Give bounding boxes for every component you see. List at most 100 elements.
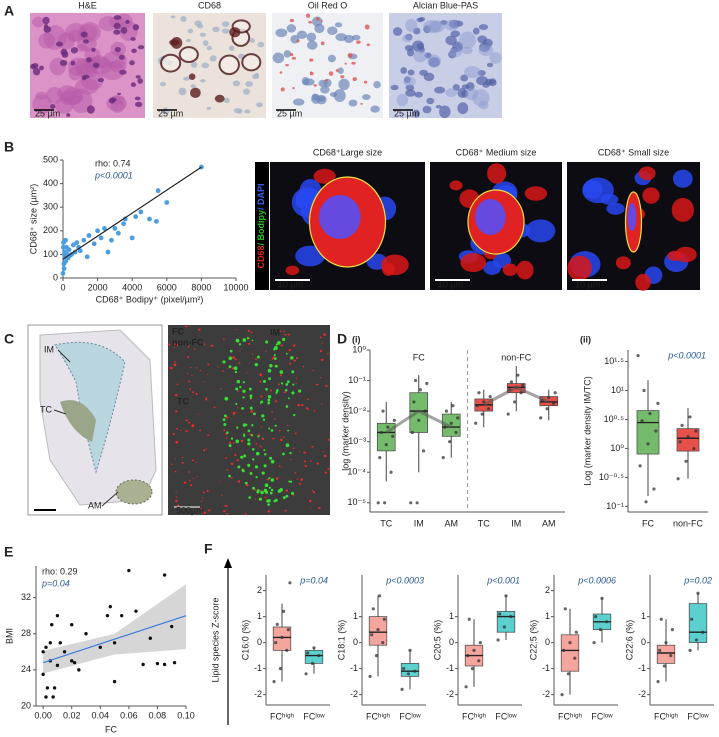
image-texture [130, 82, 137, 87]
point [134, 609, 138, 613]
image-texture [304, 465, 307, 468]
point [133, 214, 139, 220]
point [61, 266, 67, 271]
image-texture [344, 62, 347, 65]
image-texture [201, 62, 210, 69]
point [553, 391, 557, 395]
median-trend [385, 409, 452, 434]
y-axis-label: C16:0 (%) [240, 620, 250, 661]
image-texture [288, 480, 291, 483]
image-texture [255, 451, 260, 456]
point [605, 620, 609, 624]
point [502, 625, 507, 629]
point [656, 401, 660, 405]
x-tick-label: TC [478, 518, 490, 528]
image-texture [270, 429, 274, 432]
image-texture [268, 477, 271, 480]
image-texture [366, 43, 370, 47]
y-tick-label: -2 [254, 689, 262, 699]
image-texture [237, 465, 241, 469]
image-texture [222, 370, 225, 372]
image-texture [224, 457, 227, 459]
image-texture [129, 60, 135, 66]
channel-name: / Bodipy [256, 210, 266, 246]
image-texture [287, 333, 291, 336]
point [389, 470, 393, 474]
image-title: Alcian Blue-PAS [413, 0, 478, 10]
image-texture [319, 377, 322, 379]
image-texture [32, 16, 45, 28]
y-tick-label: 500 [43, 154, 58, 164]
image-texture [170, 366, 173, 370]
point [656, 680, 660, 684]
point [61, 240, 66, 246]
image-texture [301, 404, 304, 407]
image-texture [181, 461, 184, 464]
point [402, 667, 406, 671]
image-texture [478, 44, 494, 56]
x-tick-label: IM [511, 518, 521, 528]
image-texture [243, 434, 246, 437]
point [504, 594, 508, 598]
image-texture [489, 52, 502, 64]
point [147, 216, 152, 222]
x-tick-label: 0.08 [149, 710, 167, 720]
image-texture [285, 405, 289, 408]
image-texture [92, 62, 100, 68]
image-texture [228, 474, 231, 478]
panel-label: A [4, 3, 14, 19]
image-texture [259, 380, 262, 383]
point [421, 449, 426, 453]
point [81, 237, 87, 243]
image-texture [220, 388, 222, 390]
image-texture [237, 390, 239, 393]
image-texture [252, 486, 256, 490]
image-texture [196, 24, 204, 29]
y-tick-label: 10⁻³ [348, 436, 366, 446]
image-texture [305, 407, 309, 410]
point [644, 500, 648, 504]
image-texture [255, 476, 258, 479]
point [486, 407, 491, 411]
x-tick-label: FCˡᵒʷ [687, 711, 709, 721]
image-texture [319, 349, 323, 353]
image-texture [267, 510, 271, 513]
image-texture [188, 325, 190, 327]
box [656, 644, 676, 664]
point [371, 607, 375, 611]
image-texture [203, 343, 206, 345]
image-texture [222, 418, 226, 422]
image-texture [422, 105, 432, 114]
image-texture [183, 76, 190, 81]
x-tick-label: FCʰⁱᵍʰ [270, 711, 294, 721]
image-texture [273, 499, 277, 503]
image-texture [185, 39, 192, 43]
point [684, 459, 688, 463]
image-texture [197, 413, 200, 415]
y-tick-label: -1 [542, 663, 550, 673]
image-texture [286, 424, 289, 426]
panel-label: B [4, 139, 14, 155]
image-texture [245, 423, 248, 426]
image-texture [262, 379, 267, 383]
point [384, 443, 388, 447]
image-texture [296, 478, 298, 480]
scale-bar-label: 25 µm [394, 108, 419, 118]
image-texture [70, 47, 79, 54]
image-texture [212, 26, 220, 32]
image-texture [35, 91, 48, 100]
image-texture [247, 438, 251, 442]
image-texture [283, 391, 287, 394]
image-texture [224, 97, 230, 104]
image-texture [303, 460, 307, 463]
image-texture [159, 81, 167, 87]
y-tick-label: 400 [43, 178, 58, 188]
image-texture [236, 459, 240, 462]
point [539, 416, 543, 420]
image-texture [32, 67, 41, 76]
x-tick-label: 4000 [122, 282, 142, 292]
scale-bar-label: 10 µm [575, 279, 600, 289]
region-label: IM [44, 344, 54, 354]
image-texture [232, 356, 235, 359]
image-texture [264, 496, 267, 499]
